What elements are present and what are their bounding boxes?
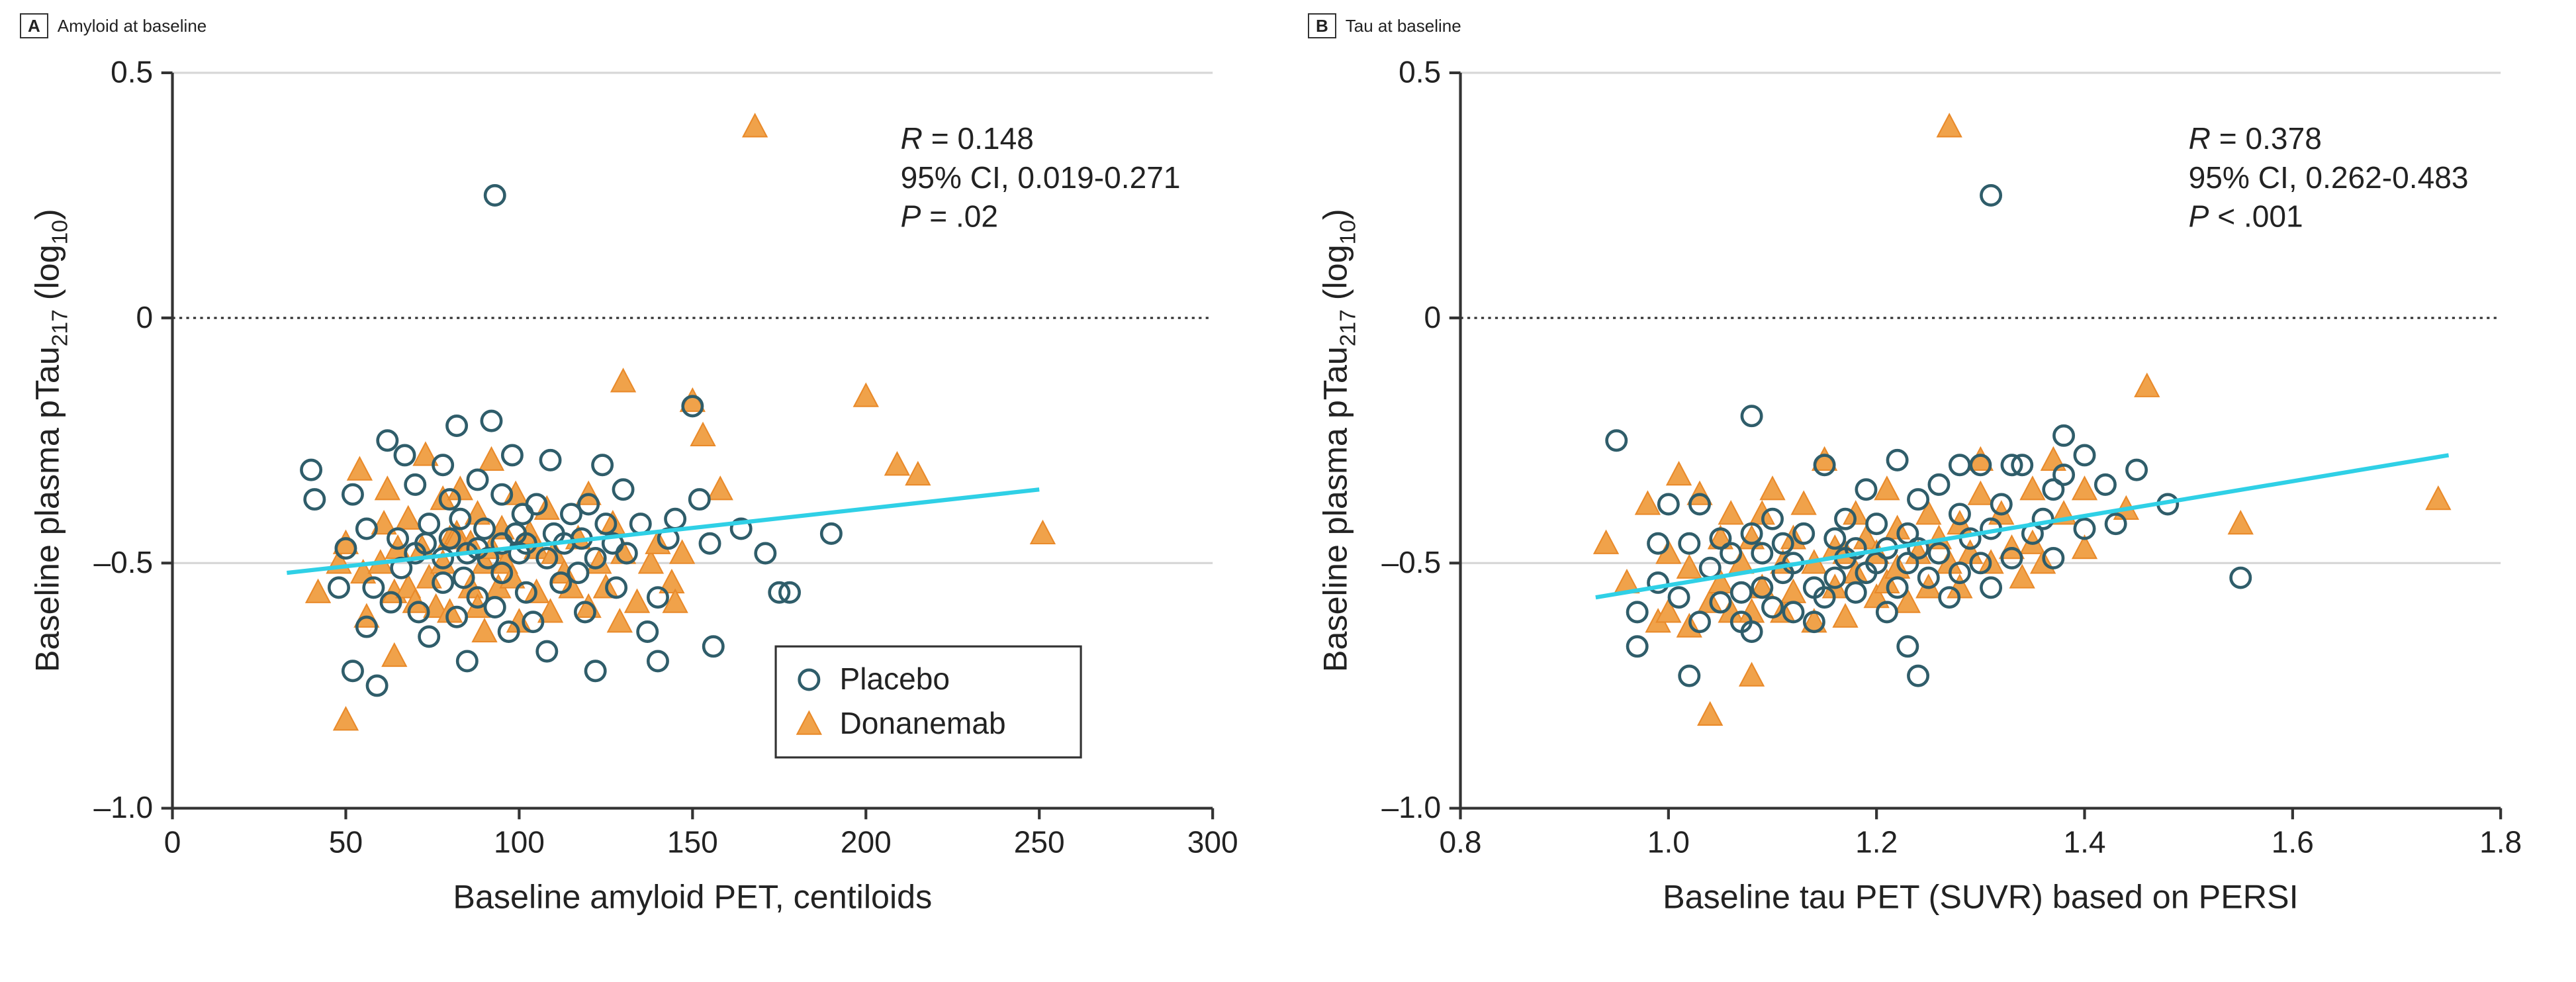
svg-text:R = 0.148: R = 0.148: [901, 121, 1034, 156]
svg-text:0.5: 0.5: [1399, 55, 1441, 89]
svg-text:Baseline tau PET (SUVR) based: Baseline tau PET (SUVR) based on PERSI: [1663, 877, 2298, 915]
panel-a-svg: –1.0 –0.5 0 0.5 0 50 100 150 200 250 300 Baseline a…: [20, 45, 1268, 933]
svg-text:100: 100: [494, 825, 545, 859]
panel-b-title: Tau at baseline: [1346, 16, 1461, 36]
panel-a-chart-wrap: –1.0 –0.5 0 0.5 0 50 100 150 200 250 300 Baseline a…: [20, 45, 1268, 933]
svg-text:1.4: 1.4: [2063, 825, 2105, 859]
svg-text:Baseline plasma pTau217 (log10: Baseline plasma pTau217 (log10): [1316, 209, 1361, 672]
svg-text:150: 150: [667, 825, 718, 859]
svg-text:Placebo: Placebo: [839, 662, 950, 696]
panel-a: A Amyloid at baseline –1.0 –0.5 0 0.5 0 50 100…: [20, 13, 1268, 933]
svg-text:0: 0: [136, 300, 154, 334]
svg-text:–1.0: –1.0: [93, 790, 153, 824]
svg-text:95% CI, 0.019-0.271: 95% CI, 0.019-0.271: [901, 160, 1181, 195]
svg-text:–0.5: –0.5: [1381, 545, 1441, 579]
svg-text:Baseline plasma pTau217 (log10: Baseline plasma pTau217 (log10): [28, 209, 73, 672]
svg-text:–1.0: –1.0: [1381, 790, 1441, 824]
svg-text:P = .02: P = .02: [901, 199, 998, 234]
panel-a-letter: A: [20, 13, 48, 38]
panel-b-chart-wrap: –1.0 –0.5 0 0.5 0.8 1.0 1.2 1.4 1.6 1.8 Baseline t…: [1308, 45, 2556, 933]
panel-b-head: B Tau at baseline: [1308, 13, 2556, 38]
svg-text:Baseline amyloid PET, centiloi: Baseline amyloid PET, centiloids: [453, 877, 932, 915]
svg-text:300: 300: [1187, 825, 1238, 859]
figure-row: A Amyloid at baseline –1.0 –0.5 0 0.5 0 50 100…: [0, 0, 2576, 946]
svg-text:0.8: 0.8: [1439, 825, 1481, 859]
svg-text:250: 250: [1014, 825, 1065, 859]
svg-text:0.5: 0.5: [111, 55, 153, 89]
panel-b-letter: B: [1308, 13, 1336, 38]
svg-text:1.8: 1.8: [2479, 825, 2522, 859]
svg-text:1.0: 1.0: [1647, 825, 1690, 859]
svg-text:0: 0: [1424, 300, 1442, 334]
svg-text:Donanemab: Donanemab: [839, 706, 1005, 740]
svg-text:–0.5: –0.5: [93, 545, 153, 579]
svg-text:R = 0.378: R = 0.378: [2189, 121, 2322, 156]
svg-text:1.2: 1.2: [1855, 825, 1898, 859]
svg-text:0: 0: [164, 825, 181, 859]
panel-b-svg: –1.0 –0.5 0 0.5 0.8 1.0 1.2 1.4 1.6 1.8 Baseline t…: [1308, 45, 2556, 933]
panel-a-title: Amyloid at baseline: [58, 16, 207, 36]
panel-b: B Tau at baseline –1.0 –0.5 0 0.5 0.8 1.0 1.2 1…: [1308, 13, 2556, 933]
svg-text:50: 50: [329, 825, 363, 859]
svg-text:200: 200: [841, 825, 892, 859]
svg-text:P < .001: P < .001: [2189, 199, 2303, 234]
panel-a-head: A Amyloid at baseline: [20, 13, 1268, 38]
svg-text:95% CI, 0.262-0.483: 95% CI, 0.262-0.483: [2189, 160, 2469, 195]
svg-text:1.6: 1.6: [2272, 825, 2314, 859]
